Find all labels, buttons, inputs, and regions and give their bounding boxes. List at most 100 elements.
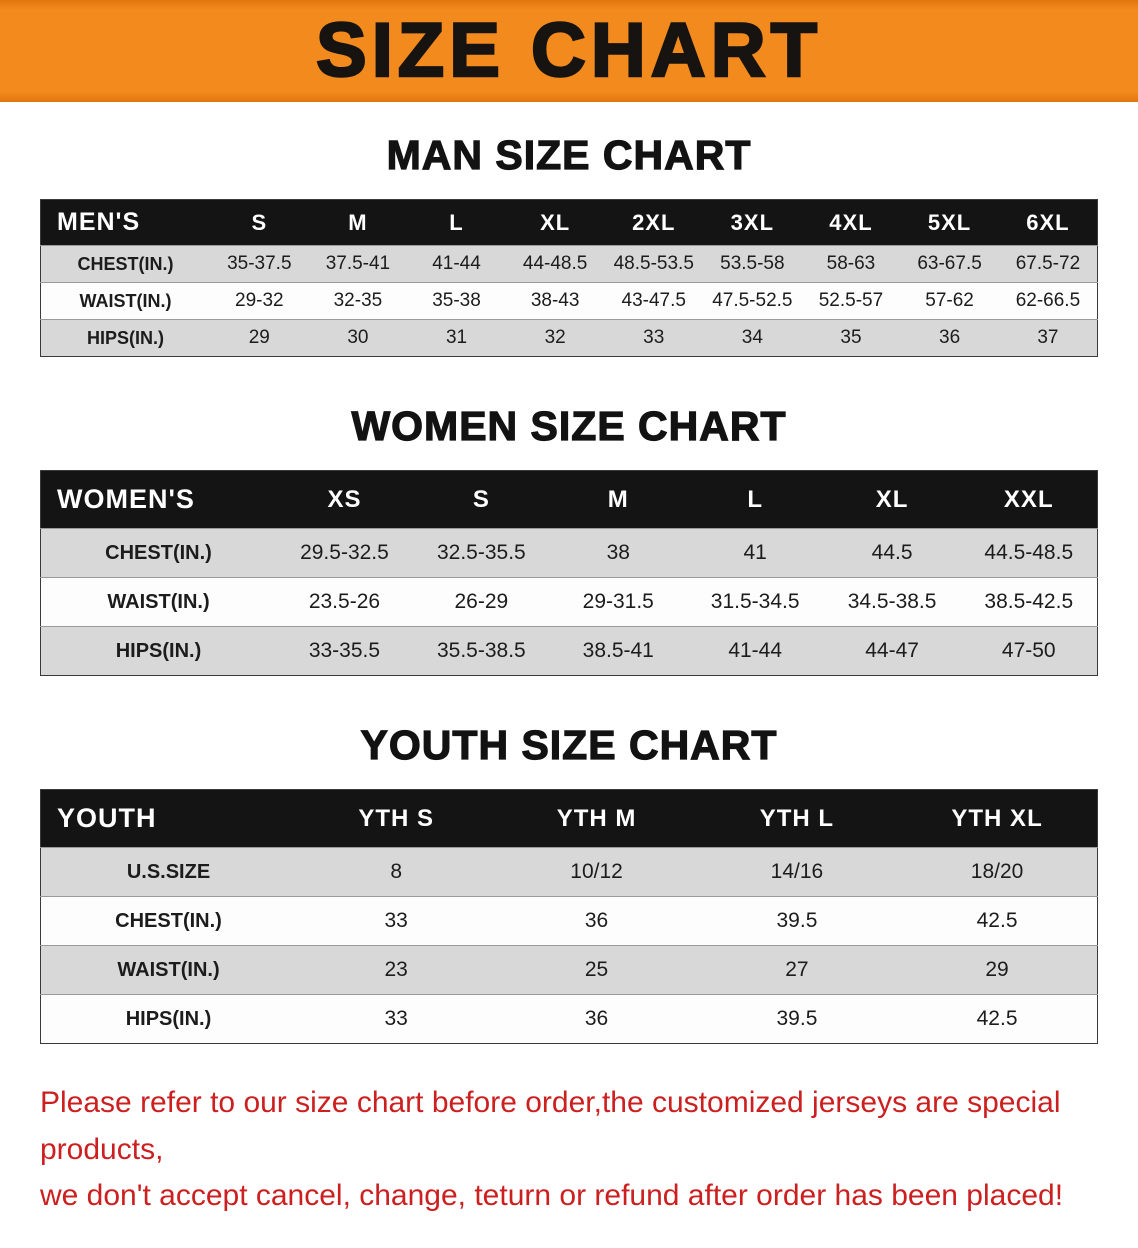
- youth-size-section: YOUTH SIZE CHART YOUTH YTH S YTH M YTH L YTH…: [0, 721, 1138, 1044]
- table-row: HIPS(IN.) 33-35.5 35.5-38.5 38.5-41 41-44 44-…: [40, 626, 1098, 676]
- measurement-cell: 67.5-72: [998, 245, 1098, 283]
- table-header-row: YOUTH YTH S YTH M YTH L YTH XL: [40, 789, 1098, 848]
- measurement-cell: 38.5-42.5: [960, 577, 1098, 627]
- measurement-cell: 34.5-38.5: [823, 577, 961, 627]
- measurement-cell: 33: [296, 896, 497, 946]
- measurement-cell: 38.5-41: [549, 626, 687, 676]
- measurement-cell: 29: [210, 319, 309, 357]
- measurement-cell: 39.5: [696, 896, 898, 946]
- table-row: HIPS(IN.) 33 36 39.5 42.5: [40, 994, 1098, 1044]
- table-row: U.S.SIZE 8 10/12 14/16 18/20: [40, 847, 1098, 897]
- measurement-cell: 29-32: [210, 282, 309, 320]
- measurement-cell: 38: [549, 528, 687, 578]
- measurement-cell: 41: [686, 528, 824, 578]
- measurement-cell: 38-43: [505, 282, 605, 320]
- measurement-cell: 30: [308, 319, 408, 357]
- measurement-cell: 44.5: [823, 528, 961, 578]
- disclaimer-note: Please refer to our size chart before or…: [40, 1080, 1100, 1220]
- row-label: HIPS(IN.): [40, 626, 276, 676]
- table-header-row: WOMEN'S XS S M L XL XXL: [40, 470, 1098, 529]
- measurement-cell: 35.5-38.5: [412, 626, 550, 676]
- row-label: WAIST(IN.): [40, 945, 296, 995]
- men-size-section: MAN SIZE CHART MEN'S S M L XL 2XL 3XL 4XL 5XL 6XL…: [0, 131, 1138, 357]
- women-size-section: WOMEN SIZE CHART WOMEN'S XS S M L XL XXL CHEST(…: [0, 402, 1138, 676]
- table-header-label: MEN'S: [40, 199, 210, 246]
- measurement-cell: 36: [496, 896, 697, 946]
- size-column-header: 4XL: [801, 199, 901, 246]
- measurement-cell: 44.5-48.5: [960, 528, 1098, 578]
- row-label: CHEST(IN.): [40, 896, 296, 946]
- measurement-cell: 14/16: [696, 847, 898, 897]
- size-column-header: 3XL: [703, 199, 802, 246]
- women-size-table: WOMEN'S XS S M L XL XXL CHEST(IN.) 29.5-32.5 32.5…: [40, 470, 1098, 676]
- measurement-cell: 37.5-41: [308, 245, 408, 283]
- men-section-heading: MAN SIZE CHART: [386, 131, 752, 178]
- table-row: WAIST(IN.) 23 25 27 29: [40, 945, 1098, 995]
- measurement-cell: 32-35: [308, 282, 408, 320]
- measurement-cell: 41-44: [407, 245, 506, 283]
- size-column-header: YTH L: [696, 789, 898, 848]
- size-column-header: YTH XL: [897, 789, 1098, 848]
- measurement-cell: 31: [407, 319, 506, 357]
- measurement-cell: 36: [900, 319, 999, 357]
- row-label: WAIST(IN.): [40, 282, 210, 320]
- row-label: CHEST(IN.): [40, 245, 210, 283]
- measurement-cell: 18/20: [897, 847, 1098, 897]
- row-label: HIPS(IN.): [40, 994, 296, 1044]
- measurement-cell: 10/12: [496, 847, 697, 897]
- measurement-cell: 29.5-32.5: [276, 528, 413, 578]
- size-column-header: S: [210, 199, 309, 246]
- measurement-cell: 57-62: [900, 282, 999, 320]
- table-row: WAIST(IN.) 23.5-26 26-29 29-31.5 31.5-34.5 34…: [40, 577, 1098, 627]
- measurement-cell: 23: [296, 945, 497, 995]
- measurement-cell: 8: [296, 847, 497, 897]
- measurement-cell: 35: [801, 319, 901, 357]
- measurement-cell: 34: [703, 319, 802, 357]
- size-column-header: XS: [276, 470, 413, 529]
- row-label: HIPS(IN.): [40, 319, 210, 357]
- size-column-header: YTH S: [296, 789, 497, 848]
- row-label: CHEST(IN.): [40, 528, 276, 578]
- measurement-cell: 43-47.5: [604, 282, 704, 320]
- measurement-cell: 62-66.5: [998, 282, 1098, 320]
- table-row: CHEST(IN.) 33 36 39.5 42.5: [40, 896, 1098, 946]
- disclaimer-line-2: we don't accept cancel, change, teturn o…: [40, 1179, 1064, 1212]
- measurement-cell: 48.5-53.5: [604, 245, 704, 283]
- measurement-cell: 52.5-57: [801, 282, 901, 320]
- size-column-header: L: [407, 199, 506, 246]
- disclaimer-line-1: Please refer to our size chart before or…: [40, 1086, 1061, 1166]
- measurement-cell: 36: [496, 994, 697, 1044]
- measurement-cell: 47-50: [960, 626, 1098, 676]
- measurement-cell: 29-31.5: [549, 577, 687, 627]
- measurement-cell: 63-67.5: [900, 245, 999, 283]
- size-column-header: 6XL: [998, 199, 1098, 246]
- measurement-cell: 37: [998, 319, 1098, 357]
- measurement-cell: 23.5-26: [276, 577, 413, 627]
- table-row: WAIST(IN.) 29-32 32-35 35-38 38-43 43-47.5 47.…: [40, 282, 1098, 320]
- measurement-cell: 31.5-34.5: [686, 577, 824, 627]
- youth-size-table: YOUTH YTH S YTH M YTH L YTH XL U.S.SIZE 8 10/12…: [40, 789, 1098, 1044]
- measurement-cell: 27: [696, 945, 898, 995]
- size-column-header: L: [686, 470, 824, 529]
- measurement-cell: 42.5: [897, 896, 1098, 946]
- table-header-row: MEN'S S M L XL 2XL 3XL 4XL 5XL 6XL: [40, 199, 1098, 246]
- table-row: HIPS(IN.) 29 30 31 32 33 34 35 36 37: [40, 319, 1098, 357]
- measurement-cell: 32: [505, 319, 605, 357]
- measurement-cell: 47.5-52.5: [703, 282, 802, 320]
- row-label: WAIST(IN.): [40, 577, 276, 627]
- measurement-cell: 29: [897, 945, 1098, 995]
- measurement-cell: 33-35.5: [276, 626, 413, 676]
- table-header-label: YOUTH: [40, 789, 296, 848]
- measurement-cell: 35-37.5: [210, 245, 309, 283]
- size-column-header: XL: [823, 470, 961, 529]
- page-title: SIZE CHART: [315, 8, 822, 93]
- size-column-header: 2XL: [604, 199, 704, 246]
- size-column-header: XXL: [960, 470, 1098, 529]
- measurement-cell: 25: [496, 945, 697, 995]
- measurement-cell: 58-63: [801, 245, 901, 283]
- measurement-cell: 41-44: [686, 626, 824, 676]
- measurement-cell: 44-47: [823, 626, 961, 676]
- measurement-cell: 35-38: [407, 282, 506, 320]
- table-header-label: WOMEN'S: [40, 470, 276, 529]
